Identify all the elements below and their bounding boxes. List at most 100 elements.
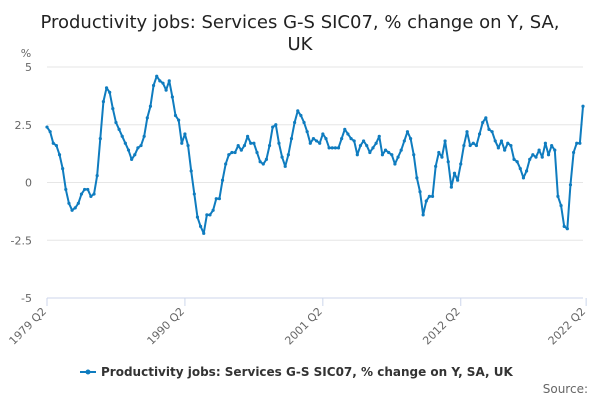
data-point[interactable]	[471, 141, 475, 145]
data-point[interactable]	[581, 104, 585, 108]
data-point[interactable]	[283, 164, 287, 168]
data-point[interactable]	[537, 148, 541, 152]
data-point[interactable]	[126, 148, 131, 152]
data-point[interactable]	[553, 148, 557, 152]
data-point[interactable]	[387, 150, 391, 155]
data-point[interactable]	[365, 143, 369, 148]
data-point[interactable]	[493, 139, 497, 143]
data-point[interactable]	[64, 187, 68, 192]
data-point[interactable]	[108, 90, 112, 95]
data-point[interactable]	[148, 104, 153, 108]
data-point[interactable]	[79, 192, 84, 196]
data-point[interactable]	[421, 213, 425, 217]
data-point[interactable]	[177, 118, 181, 122]
data-point[interactable]	[349, 137, 353, 141]
data-point[interactable]	[305, 130, 309, 134]
data-point[interactable]	[456, 178, 460, 182]
data-point[interactable]	[167, 79, 171, 83]
data-point[interactable]	[484, 116, 488, 120]
data-point[interactable]	[271, 125, 275, 129]
data-point[interactable]	[76, 201, 80, 205]
data-point[interactable]	[415, 176, 419, 180]
data-point[interactable]	[73, 206, 77, 210]
data-point[interactable]	[459, 162, 463, 166]
data-point[interactable]	[412, 153, 416, 157]
data-point[interactable]	[468, 143, 472, 148]
data-point[interactable]	[336, 146, 341, 150]
data-point[interactable]	[145, 116, 149, 120]
data-point[interactable]	[368, 150, 372, 155]
data-point[interactable]	[296, 109, 300, 113]
data-point[interactable]	[575, 141, 579, 145]
data-point[interactable]	[374, 141, 378, 145]
data-point[interactable]	[57, 153, 62, 157]
data-point[interactable]	[255, 150, 259, 155]
data-point[interactable]	[70, 208, 74, 212]
data-point[interactable]	[280, 155, 284, 159]
data-point[interactable]	[393, 162, 397, 166]
data-point[interactable]	[48, 130, 52, 134]
data-point[interactable]	[343, 127, 347, 131]
data-point[interactable]	[352, 139, 356, 143]
data-point[interactable]	[211, 208, 215, 212]
data-point[interactable]	[506, 141, 510, 145]
data-point[interactable]	[446, 160, 450, 164]
data-point[interactable]	[543, 141, 547, 145]
data-point[interactable]	[92, 192, 96, 196]
data-point[interactable]	[267, 143, 272, 148]
data-point[interactable]	[61, 167, 65, 171]
data-point[interactable]	[509, 143, 513, 148]
data-point[interactable]	[133, 153, 137, 157]
data-point[interactable]	[578, 141, 582, 145]
data-point[interactable]	[528, 157, 532, 161]
data-point[interactable]	[355, 153, 359, 157]
data-point[interactable]	[559, 204, 563, 208]
data-point[interactable]	[258, 160, 262, 164]
data-point[interactable]	[155, 74, 159, 78]
data-point[interactable]	[503, 148, 507, 152]
data-point[interactable]	[346, 132, 350, 136]
data-point[interactable]	[568, 183, 573, 187]
data-point[interactable]	[418, 190, 422, 194]
data-point[interactable]	[434, 164, 438, 168]
data-point[interactable]	[264, 157, 269, 161]
data-point[interactable]	[83, 187, 87, 192]
data-point[interactable]	[524, 169, 529, 173]
data-point[interactable]	[198, 224, 203, 228]
data-point[interactable]	[95, 173, 99, 178]
data-point[interactable]	[277, 141, 281, 145]
data-point[interactable]	[202, 231, 206, 235]
data-point[interactable]	[170, 95, 174, 99]
data-point[interactable]	[192, 192, 196, 196]
data-point[interactable]	[383, 148, 388, 152]
legend[interactable]: Productivity jobs: Services G-S SIC07, %…	[80, 365, 513, 379]
data-point[interactable]	[217, 197, 221, 201]
data-point[interactable]	[164, 88, 168, 92]
data-point[interactable]	[233, 150, 237, 155]
data-point[interactable]	[302, 120, 306, 125]
data-point[interactable]	[161, 81, 165, 85]
data-point[interactable]	[136, 146, 140, 150]
data-point[interactable]	[371, 146, 375, 150]
data-point[interactable]	[246, 134, 250, 138]
data-point[interactable]	[556, 194, 560, 198]
data-point[interactable]	[437, 150, 441, 155]
data-point[interactable]	[572, 150, 576, 155]
data-point[interactable]	[402, 139, 406, 143]
data-point[interactable]	[318, 141, 322, 145]
data-point[interactable]	[214, 197, 218, 201]
data-point[interactable]	[361, 139, 366, 143]
data-point[interactable]	[142, 134, 146, 138]
data-point[interactable]	[427, 194, 432, 198]
data-point[interactable]	[396, 155, 400, 159]
data-point[interactable]	[249, 141, 253, 145]
data-point[interactable]	[261, 162, 265, 166]
data-point[interactable]	[515, 160, 519, 164]
data-point[interactable]	[333, 146, 337, 150]
data-point[interactable]	[512, 157, 516, 161]
data-point[interactable]	[205, 213, 209, 217]
data-point[interactable]	[230, 150, 234, 155]
data-point[interactable]	[286, 153, 290, 157]
data-point[interactable]	[220, 178, 225, 182]
data-point[interactable]	[120, 134, 124, 138]
